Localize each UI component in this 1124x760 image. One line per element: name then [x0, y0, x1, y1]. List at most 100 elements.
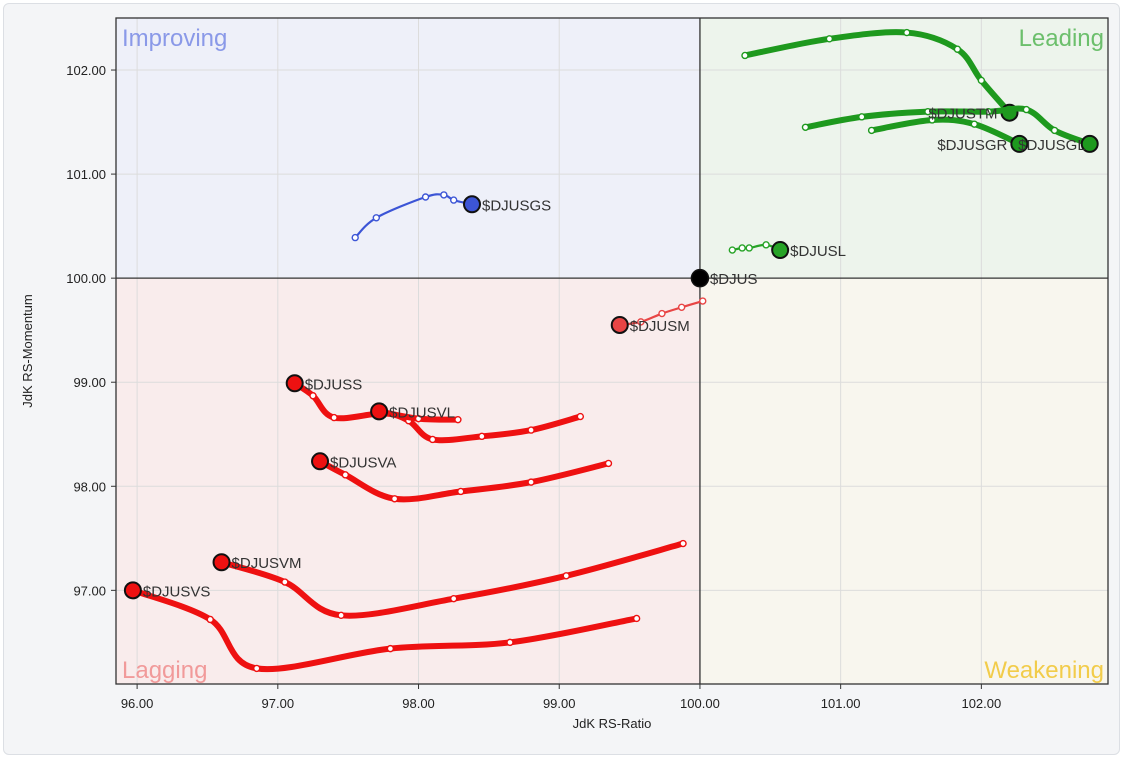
- grid-layer: Improving Leading Lagging Weakening: [116, 18, 1108, 684]
- head-point: [771, 241, 790, 260]
- quadrant-label-improving: Improving: [122, 25, 227, 52]
- label-djus: $DJUS: [710, 271, 758, 288]
- tail-point: [450, 196, 458, 204]
- head-point: [1080, 134, 1099, 153]
- head-point: [610, 315, 629, 334]
- chart-frame: Improving Leading Lagging Weakening 96.00 97…: [3, 3, 1120, 755]
- label-djusva: $DJUSVA: [330, 454, 396, 471]
- x-tick-label: 97.00: [262, 696, 295, 711]
- y-tick-label: 102.00: [66, 63, 106, 78]
- tail-point: [928, 116, 936, 124]
- label-djusgs: $DJUSGS: [482, 197, 551, 214]
- plot-border: [115, 17, 1109, 685]
- tail-point: [351, 233, 359, 242]
- quadrant-lagging: [116, 278, 700, 684]
- tail-point: [206, 615, 214, 624]
- tail-line: [868, 116, 1023, 147]
- head-point: [1010, 134, 1029, 153]
- quadrant-weakening: [699, 278, 1108, 684]
- y-tick-label: 99.00: [73, 375, 106, 390]
- series-djusgs: [351, 191, 481, 242]
- x-tick-label: 98.00: [402, 696, 435, 711]
- series-djusvl: [370, 402, 462, 424]
- quadrant-label-leading: Leading: [1019, 25, 1104, 52]
- label-djustm: $DJUSTM: [928, 106, 997, 123]
- tail-point: [421, 193, 430, 201]
- tail-point: [903, 28, 911, 37]
- tail-point: [738, 244, 746, 252]
- series-djusvm: [212, 539, 687, 620]
- tail-point: [637, 318, 645, 326]
- head-point: [212, 553, 231, 572]
- tail-point: [953, 45, 962, 53]
- label-djusvs: $DJUSVS: [143, 583, 211, 600]
- tail-point: [728, 246, 737, 254]
- label-layer: $DJUSGS $DJUSL $DJUSTM $DJUSGR $DJUSGL $DJUS $…: [143, 106, 1086, 601]
- tail-point: [1050, 126, 1059, 135]
- tail-point: [741, 51, 749, 60]
- label-djusl: $DJUSL: [790, 243, 846, 260]
- tail-point: [924, 107, 932, 116]
- label-djusvm: $DJUSVM: [232, 555, 302, 572]
- tail-point: [699, 297, 707, 305]
- tail-point: [604, 459, 613, 468]
- y-tick-label: 100.00: [66, 271, 106, 286]
- tail-point: [977, 76, 986, 85]
- head-point: [462, 195, 481, 214]
- series-djusva: [311, 452, 613, 503]
- series-djusgl: [801, 105, 1099, 153]
- tail-point: [253, 664, 261, 673]
- x-tick-label: 99.00: [543, 696, 576, 711]
- tail-point: [281, 578, 289, 586]
- tail-point: [414, 414, 423, 423]
- tail-point: [450, 594, 458, 603]
- head-point: [123, 581, 142, 600]
- x-tick-label: 100.00: [680, 696, 720, 711]
- series-djusvs: [123, 581, 641, 673]
- tail-point: [330, 413, 338, 422]
- tail-point: [386, 644, 395, 653]
- x-axis-title: JdK RS-Ratio: [573, 716, 652, 731]
- tail-point: [562, 572, 570, 580]
- tail-point: [825, 35, 834, 43]
- y-tick-label: 101.00: [66, 167, 106, 182]
- tail-point: [679, 539, 687, 548]
- tail-point: [457, 487, 465, 496]
- tail-point: [576, 412, 585, 421]
- label-djusvl: $DJUSVL: [389, 404, 455, 421]
- tail-point: [867, 126, 876, 135]
- tail-point: [337, 611, 345, 620]
- tail-point: [801, 123, 810, 131]
- y-axis-title: JdK RS-Momentum: [20, 294, 35, 407]
- tail-point: [390, 495, 399, 503]
- tail-point: [527, 478, 535, 486]
- tail-point: [745, 244, 753, 252]
- tail-point: [970, 120, 979, 128]
- label-djusm: $DJUSM: [630, 318, 690, 335]
- benchmark-point: [690, 268, 710, 288]
- quadrant-leading: [699, 18, 1108, 279]
- tail-layer: [123, 28, 1099, 673]
- tail-point: [677, 303, 686, 311]
- tail-point: [454, 415, 462, 424]
- label-djusgl: $DJUSGL: [1018, 137, 1086, 154]
- tail-point: [341, 471, 350, 479]
- x-tick-label: 102.00: [961, 696, 1001, 711]
- series-djustm: [741, 28, 1019, 122]
- series-djusl: [728, 241, 790, 260]
- x-tick-label: 101.00: [821, 696, 861, 711]
- head-point: [311, 452, 330, 471]
- quadrant-improving: [116, 18, 700, 279]
- y-tick-label: 97.00: [73, 583, 106, 598]
- tail-point: [428, 435, 437, 444]
- quadrant-layer: [116, 18, 1108, 684]
- label-djuss: $DJUSS: [305, 376, 363, 393]
- axis-layer: 96.00 97.00 98.00 99.00 100.00 101.00 102.00 97…: [20, 17, 1109, 731]
- quadrant-label-lagging: Lagging: [122, 657, 207, 684]
- tail-point: [658, 309, 666, 318]
- x-tick-label: 96.00: [121, 696, 154, 711]
- tail-point: [478, 432, 486, 441]
- rrg-chart: Improving Leading Lagging Weakening 96.00 97…: [20, 17, 1109, 731]
- quadrant-label-weakening: Weakening: [984, 657, 1104, 684]
- tail-point: [506, 638, 514, 647]
